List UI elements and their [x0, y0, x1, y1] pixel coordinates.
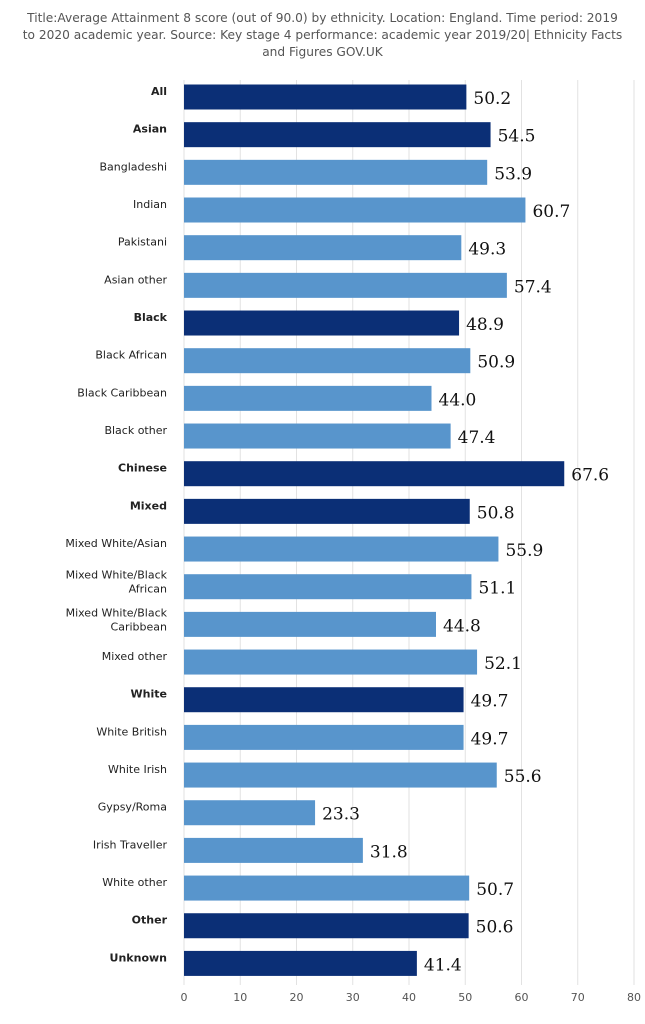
category-label: White other — [102, 876, 167, 889]
value-label: 50.9 — [477, 353, 515, 373]
bar — [184, 800, 316, 826]
x-tick-label: 30 — [346, 991, 360, 1004]
value-labels: 50.2 54.5 53.960.7 49.3 57.4 48.9 50.944.0 47.4… — [322, 89, 609, 975]
value-label: 57.4 — [514, 277, 552, 297]
x-tick-label: 60 — [515, 991, 529, 1004]
category-label: Mixed — [130, 499, 167, 512]
x-tick-label: 0 — [181, 991, 188, 1004]
category-label: Bangladeshi — [99, 160, 167, 173]
bar — [184, 762, 497, 788]
category-label: Black African — [95, 349, 167, 362]
value-label: 48.9 — [466, 315, 504, 335]
x-tick-label: 50 — [458, 991, 472, 1004]
value-label: 47.4 — [458, 428, 496, 448]
value-label: 60.7 — [532, 202, 570, 222]
category-label: Other — [132, 914, 168, 927]
bar — [184, 197, 526, 223]
value-label: 51.1 — [478, 579, 516, 599]
category-label: White British — [96, 725, 167, 738]
bar — [184, 385, 432, 411]
value-label: 44.0 — [439, 390, 477, 410]
bar — [184, 875, 470, 901]
bar — [184, 159, 488, 185]
x-tick-label: 20 — [290, 991, 304, 1004]
value-label: 50.2 — [473, 89, 511, 109]
x-tick-label: 40 — [402, 991, 416, 1004]
bar — [184, 649, 478, 675]
value-label: 55.9 — [505, 541, 543, 561]
chart-title: Title:Average Attainment 8 score (out of… — [22, 11, 623, 59]
value-label: 67.6 — [571, 466, 609, 486]
category-label: Indian — [133, 198, 167, 211]
category-labels: All Asian Bangladeshi Indian Pakistani Asian … — [65, 85, 167, 964]
category-label: Chinese — [118, 462, 167, 475]
bar — [184, 423, 451, 449]
value-label: 41.4 — [424, 955, 462, 975]
category-label: All — [151, 85, 167, 98]
x-tick-label: 10 — [233, 991, 247, 1004]
value-label: 50.6 — [476, 918, 514, 938]
category-label: Unknown — [110, 951, 167, 964]
bar — [184, 461, 565, 487]
category-label: Mixed White/Asian — [65, 537, 167, 550]
value-label: 49.3 — [468, 240, 506, 260]
x-tick-label: 70 — [571, 991, 585, 1004]
bar — [184, 310, 460, 336]
bar — [184, 235, 462, 261]
value-label: 50.8 — [477, 503, 515, 523]
value-label: 23.3 — [322, 805, 360, 825]
bar — [184, 724, 464, 750]
bar — [184, 574, 472, 600]
bar — [184, 950, 417, 976]
bars — [184, 84, 565, 976]
x-tick-label: 80 — [627, 991, 641, 1004]
x-axis-ticks: 0 10 20 30 40 50 60 70 80 — [181, 991, 642, 1004]
category-label: Black other — [104, 424, 167, 437]
bar — [184, 913, 469, 939]
bar — [184, 122, 491, 148]
category-label: White Irish — [108, 763, 167, 776]
category-label: Mixed White/Black African — [66, 569, 168, 596]
bar — [184, 498, 470, 524]
category-label: Black Caribbean — [77, 386, 167, 399]
category-label: Black — [134, 311, 168, 324]
category-label: Asian other — [104, 273, 167, 286]
gridlines — [183, 80, 635, 985]
category-label: White — [131, 688, 167, 701]
bar — [184, 837, 363, 863]
value-label: 55.6 — [504, 767, 542, 787]
value-label: 44.8 — [443, 616, 481, 636]
bar — [184, 84, 467, 110]
value-label: 31.8 — [370, 842, 408, 862]
value-label: 49.7 — [471, 692, 509, 712]
bar — [184, 687, 464, 713]
category-label: Gypsy/Roma — [98, 801, 167, 814]
value-label: 50.7 — [476, 880, 514, 900]
value-label: 54.5 — [498, 127, 536, 147]
value-label: 52.1 — [484, 654, 522, 674]
category-label: Irish Traveller — [93, 838, 168, 851]
bar — [184, 348, 471, 374]
value-label: 49.7 — [471, 729, 509, 749]
value-label: 53.9 — [494, 164, 532, 184]
category-label: Mixed White/Black Caribbean — [66, 606, 168, 633]
category-label: Mixed other — [102, 650, 168, 663]
category-label: Asian — [133, 123, 167, 136]
category-label: Pakistani — [118, 236, 167, 249]
bar — [184, 536, 499, 562]
bar — [184, 611, 436, 637]
bar — [184, 272, 507, 298]
